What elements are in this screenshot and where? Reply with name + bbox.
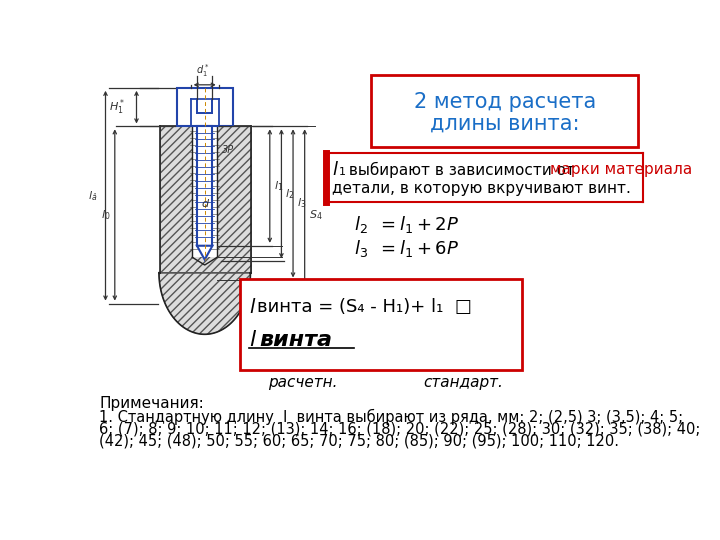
Polygon shape [159, 273, 251, 334]
Text: расчетн.: расчетн. [269, 375, 338, 389]
Text: длины винта:: длины винта: [430, 113, 580, 133]
Bar [197, 126, 212, 246]
Text: винта: винта [260, 330, 333, 350]
Polygon shape [160, 126, 251, 273]
Bar [177, 88, 233, 126]
FancyBboxPatch shape [372, 75, 638, 147]
Text: $l_3$: $l_3$ [354, 238, 367, 259]
Polygon shape [197, 246, 212, 260]
FancyBboxPatch shape [240, 279, 522, 370]
Text: $l_2$: $l_2$ [285, 187, 294, 201]
Text: детали, в которую вкручивают винт.: детали, в которую вкручивают винт. [332, 181, 631, 196]
Text: $l_1$: $l_1$ [274, 179, 283, 193]
Text: $H_1^*$: $H_1^*$ [109, 97, 126, 117]
Text: d: d [202, 199, 209, 209]
Text: $d_1^*$: $d_1^*$ [197, 63, 210, 79]
Text: $l_3$: $l_3$ [297, 197, 306, 210]
Text: 6; (7); 8; 9; 10; 11; 12; (13); 14; 16; (18); 20; (22); 25; (28); 30; (32); 35; : 6; (7); 8; 9; 10; 11; 12; (13); 14; 16; … [99, 421, 701, 436]
Text: $\it{l}$: $\it{l}$ [249, 298, 256, 317]
Bar [197, 99, 212, 113]
Text: Примечания:: Примечания: [99, 396, 204, 411]
Text: $\it{l}$: $\it{l}$ [249, 330, 257, 350]
Text: $l_â$: $l_â$ [89, 189, 98, 202]
Text: $= l_1 + 2P$: $= l_1 + 2P$ [377, 214, 459, 235]
Text: выбирают в зависимости от: выбирают в зависимости от [344, 161, 580, 178]
Text: марки материала: марки материала [550, 162, 693, 177]
Text: $l_2$: $l_2$ [354, 214, 367, 235]
Bar [192, 126, 217, 257]
Text: $\it{l}$: $\it{l}$ [332, 160, 338, 179]
Text: винта = (S₄ - H₁)+ l₁  □: винта = (S₄ - H₁)+ l₁ □ [258, 298, 472, 316]
Text: $l_0$: $l_0$ [101, 208, 110, 222]
Text: 2 метод расчета: 2 метод расчета [413, 92, 595, 112]
Text: 1: 1 [339, 167, 346, 177]
Text: $= l_1 + 6P$: $= l_1 + 6P$ [377, 238, 459, 259]
Text: 1. Стандартную длину  l  винта выбирают из ряда, мм: 2; (2,5) 3; (3,5); 4; 5;: 1. Стандартную длину l винта выбирают из… [99, 409, 683, 425]
Text: (42); 45; (48); 50; 55; 60; 65; 70; 75; 80; (85); 90; (95); 100; 110; 120.: (42); 45; (48); 50; 55; 60; 65; 70; 75; … [99, 434, 619, 449]
Text: стандарт.: стандарт. [423, 375, 503, 389]
Text: $S_4$: $S_4$ [309, 208, 322, 222]
Text: 3P: 3P [222, 145, 234, 156]
